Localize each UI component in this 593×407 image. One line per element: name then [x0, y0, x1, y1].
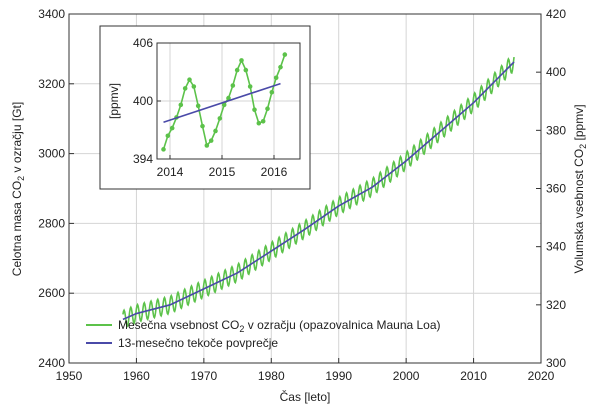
inset-data-point	[273, 75, 279, 81]
left-y-tick-label: 2800	[38, 216, 65, 230]
series-line-monthly	[122, 56, 515, 328]
inset-x-tick-label: 2014	[157, 165, 184, 179]
inset-data-point	[221, 102, 227, 108]
x-tick-label: 2010	[460, 369, 487, 383]
x-tick-label: 1990	[325, 369, 352, 383]
inset-chart: 2014 2015 2016 394 400 406 [ppmv]	[99, 25, 311, 190]
left-y-axis-label: Celotna masa CO2 v ozračju [Gt]	[10, 102, 26, 276]
inset-series-layer	[161, 52, 288, 152]
left-y-tick-label: 3000	[38, 147, 65, 161]
inset-x-tick-label: 2015	[209, 165, 236, 179]
legend-label-monthly: Mesečna vsebnost CO2 v ozračju (opazoval…	[118, 318, 441, 334]
series-line-average	[122, 61, 515, 321]
inset-series-line-trend	[163, 82, 281, 124]
inset-data-point	[256, 120, 262, 126]
inset-data-point	[226, 95, 231, 101]
inset-y-tick-label: 394	[133, 152, 153, 166]
inset-data-point	[187, 77, 192, 83]
inset-data-point	[204, 143, 210, 148]
inset-x-tick-label: 2016	[261, 165, 288, 179]
inset-data-point	[282, 52, 288, 57]
inset-y-axis-label: [ppmv]	[107, 83, 121, 119]
inset-data-point	[165, 133, 171, 139]
inset-data-point	[208, 138, 214, 143]
inset-data-point	[182, 86, 188, 91]
left-y-tick-label: 3200	[38, 77, 65, 91]
x-tick-label: 1970	[191, 369, 218, 383]
inset-data-point	[269, 90, 275, 95]
x-tick-label: 2020	[528, 369, 555, 383]
inset-data-point	[265, 106, 270, 112]
x-tick-label: 2000	[393, 369, 420, 383]
right-y-axis-label: Volumska vsebnost CO2 [ppmv]	[572, 104, 588, 273]
legend-label-average: 13-mesečno tekoče povprečje	[118, 336, 278, 350]
inset-data-point	[217, 116, 223, 121]
main-ticks: 1950 1960 1970 1980 1990 2000 2010 2020 2400 2600…	[38, 7, 566, 383]
inset-data-point	[230, 83, 236, 88]
inset-box	[99, 25, 311, 190]
inset-data-point	[161, 147, 166, 152]
main-series-layer	[122, 56, 515, 328]
inset-data-point	[239, 58, 244, 63]
right-y-tick-label: 340	[546, 240, 566, 254]
x-axis-label: Čas [leto]	[280, 389, 331, 404]
inset-y-tick-label: 406	[133, 36, 153, 50]
inset-data-point	[191, 84, 197, 89]
right-y-tick-label: 420	[546, 7, 566, 21]
left-y-tick-label: 2600	[38, 286, 65, 300]
legend: Mesečna vsebnost CO2 v ozračju (opazoval…	[86, 318, 441, 350]
inset-data-point	[200, 123, 205, 129]
inset-data-point	[178, 102, 184, 108]
x-tick-label: 1960	[123, 369, 150, 383]
x-tick-label: 1980	[258, 369, 285, 383]
inset-data-point	[252, 107, 257, 112]
inset-data-point	[234, 67, 240, 73]
left-y-tick-label: 3400	[38, 7, 65, 21]
inset-data-point	[213, 128, 218, 134]
right-y-tick-label: 300	[546, 356, 566, 370]
x-tick-label: 1950	[56, 369, 83, 383]
inset-data-point	[260, 119, 266, 124]
inset-data-point	[195, 103, 201, 109]
inset-data-point	[169, 125, 175, 131]
left-y-tick-label: 2400	[38, 356, 65, 370]
right-y-tick-label: 400	[546, 65, 566, 79]
right-y-tick-label: 360	[546, 182, 566, 196]
right-y-tick-label: 320	[546, 298, 566, 312]
inset-data-point	[243, 67, 249, 73]
right-y-tick-label: 380	[546, 123, 566, 137]
inset-ticks: 2014 2015 2016 394 400 406	[133, 36, 288, 179]
inset-data-point	[247, 84, 253, 89]
inset-data-point	[278, 64, 283, 70]
inset-y-tick-label: 400	[133, 94, 153, 108]
